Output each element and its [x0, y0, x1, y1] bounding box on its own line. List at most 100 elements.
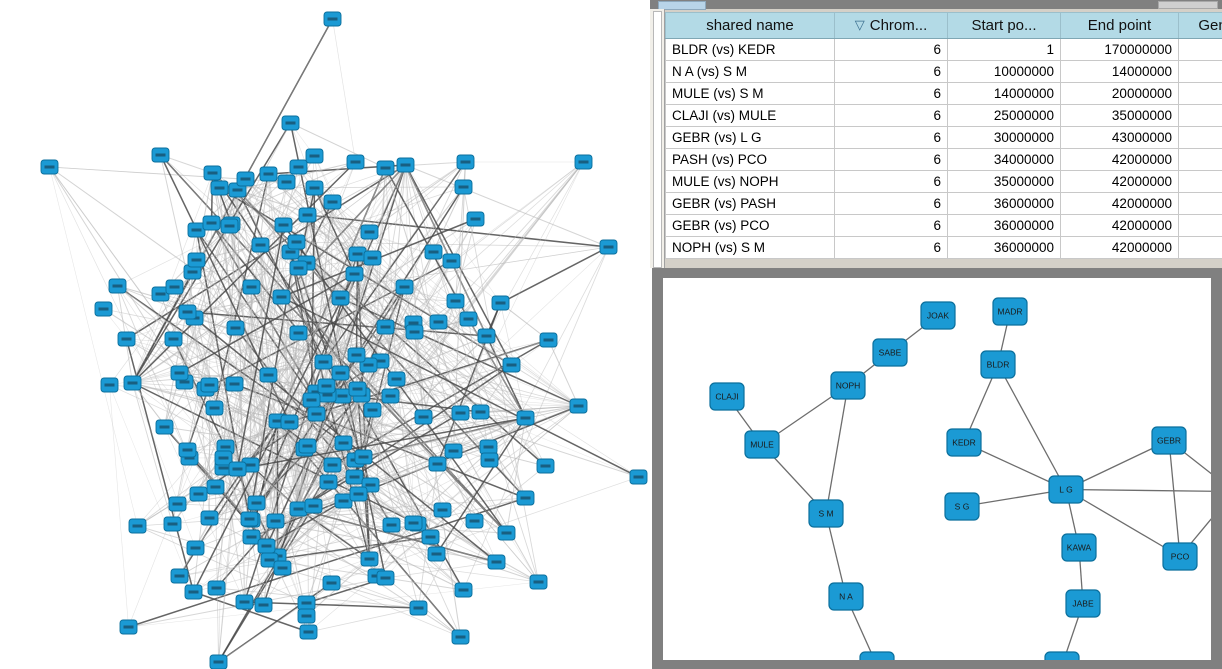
network-node[interactable]: [100, 377, 119, 393]
network-node[interactable]: [123, 375, 142, 391]
node-shape[interactable]: [744, 430, 780, 459]
table-row[interactable]: GEBR (vs) PCO636000000420000008.4: [665, 214, 1222, 237]
main-network-panel[interactable]: [0, 0, 650, 669]
network-node[interactable]: [345, 469, 364, 485]
table-body[interactable]: BLDR (vs) KEDR61170000000192.0N A (vs) S…: [665, 38, 1222, 259]
network-node[interactable]: [305, 148, 324, 164]
network-node[interactable]: [289, 260, 308, 276]
network-node[interactable]: KAWA: [1061, 533, 1097, 562]
network-node[interactable]: [502, 357, 521, 373]
big-network-nodes[interactable]: [40, 11, 648, 669]
network-node[interactable]: S M: [808, 499, 844, 528]
table-row[interactable]: MULE (vs) S M614000000200000007.5: [665, 82, 1222, 105]
network-node[interactable]: [347, 347, 366, 363]
network-node[interactable]: [333, 388, 352, 404]
network-node[interactable]: [471, 404, 490, 420]
network-node[interactable]: [629, 469, 648, 485]
network-node[interactable]: [427, 546, 446, 562]
network-node[interactable]: [287, 234, 306, 250]
network-node[interactable]: JABE: [1065, 589, 1101, 618]
network-node[interactable]: [536, 458, 555, 474]
subnetwork-panel[interactable]: CLAJI MULE NOPH SABE JOAK S M N A MIWE MADR BLDR K…: [663, 278, 1211, 660]
network-node[interactable]: [289, 501, 308, 517]
network-node[interactable]: [349, 486, 368, 502]
network-node[interactable]: CLAJI: [709, 382, 745, 411]
network-node[interactable]: [289, 325, 308, 341]
small-network-canvas[interactable]: CLAJI MULE NOPH SABE JOAK S M N A MIWE MADR BLDR K…: [663, 278, 1211, 660]
network-node[interactable]: [187, 252, 206, 268]
network-node[interactable]: [272, 289, 291, 305]
node-shape[interactable]: [808, 499, 844, 528]
network-node[interactable]: [206, 479, 225, 495]
network-node[interactable]: [226, 320, 245, 336]
horizontal-scrollbar[interactable]: [1158, 1, 1218, 9]
network-node[interactable]: MULE: [744, 430, 780, 459]
network-node[interactable]: [304, 498, 323, 514]
column-header-genetic[interactable]: Genetic...: [1178, 12, 1222, 39]
network-node[interactable]: [323, 457, 342, 473]
table-row[interactable]: CLAJI (vs) MULE625000000350000005.9: [665, 104, 1222, 127]
network-node[interactable]: [442, 253, 461, 269]
network-node[interactable]: [228, 461, 247, 477]
network-node[interactable]: [354, 449, 373, 465]
network-node[interactable]: [297, 595, 316, 611]
network-node[interactable]: [480, 452, 499, 468]
network-node[interactable]: BLDR: [980, 350, 1016, 379]
network-node[interactable]: KEDR: [946, 428, 982, 457]
node-shape[interactable]: [1044, 651, 1080, 660]
node-shape[interactable]: [1151, 426, 1187, 455]
network-node[interactable]: [155, 419, 174, 435]
network-node[interactable]: [254, 597, 273, 613]
node-shape[interactable]: [1162, 542, 1198, 571]
network-node[interactable]: [331, 365, 350, 381]
network-node[interactable]: [168, 496, 187, 512]
table-row[interactable]: NOPH (vs) S M636000000420000009.9: [665, 236, 1222, 259]
network-node[interactable]: [451, 629, 470, 645]
network-node[interactable]: [444, 443, 463, 459]
node-shape[interactable]: [709, 382, 745, 411]
network-node[interactable]: [307, 406, 326, 422]
network-node[interactable]: [323, 194, 342, 210]
network-node[interactable]: [323, 11, 342, 27]
network-node[interactable]: [487, 554, 506, 570]
network-node[interactable]: [317, 378, 336, 394]
network-node[interactable]: [331, 290, 350, 306]
network-node[interactable]: [202, 215, 221, 231]
network-node[interactable]: [200, 510, 219, 526]
network-node[interactable]: [387, 371, 406, 387]
node-shape[interactable]: [944, 492, 980, 521]
network-node[interactable]: [395, 279, 414, 295]
vertical-scrollbar[interactable]: [650, 9, 665, 268]
vertical-scrollbar-track[interactable]: [653, 11, 662, 268]
network-node[interactable]: [164, 331, 183, 347]
small-network-nodes[interactable]: CLAJI MULE NOPH SABE JOAK S M N A MIWE MADR BLDR K…: [709, 297, 1211, 660]
network-node[interactable]: [220, 218, 239, 234]
network-node[interactable]: [289, 159, 308, 175]
network-node[interactable]: [257, 538, 276, 554]
network-node[interactable]: [454, 582, 473, 598]
network-node[interactable]: [381, 388, 400, 404]
node-shape[interactable]: [830, 371, 866, 400]
node-shape[interactable]: [1065, 589, 1101, 618]
network-node[interactable]: ALMCH: [1044, 651, 1080, 660]
network-node[interactable]: [360, 551, 379, 567]
network-node[interactable]: [409, 600, 428, 616]
network-node[interactable]: [376, 160, 395, 176]
network-node[interactable]: SABE: [872, 338, 908, 367]
network-node[interactable]: [178, 442, 197, 458]
network-node[interactable]: [251, 237, 270, 253]
network-node[interactable]: [348, 381, 367, 397]
network-node[interactable]: [277, 174, 296, 190]
network-node[interactable]: [314, 354, 333, 370]
network-node[interactable]: [529, 574, 548, 590]
network-node[interactable]: GEBR: [1151, 426, 1187, 455]
network-node[interactable]: [516, 410, 535, 426]
column-header-end-point[interactable]: End point: [1060, 12, 1179, 39]
network-node[interactable]: [236, 171, 255, 187]
network-node[interactable]: S G: [944, 492, 980, 521]
network-node[interactable]: [305, 180, 324, 196]
network-node[interactable]: [205, 400, 224, 416]
node-shape[interactable]: [980, 350, 1016, 379]
network-node[interactable]: [429, 314, 448, 330]
network-node[interactable]: [497, 525, 516, 541]
